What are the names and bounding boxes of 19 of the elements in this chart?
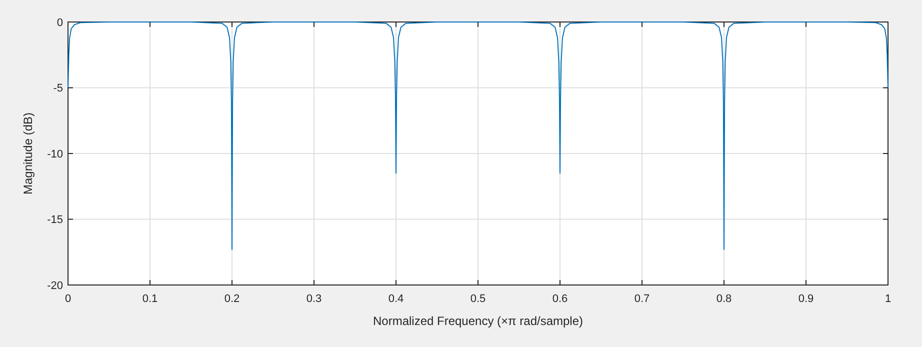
x-axis-title: Normalized Frequency (×π rad/sample) bbox=[372, 314, 584, 328]
x-tick-label: 0.6 bbox=[552, 293, 568, 305]
y-tick-label: -20 bbox=[47, 280, 63, 292]
x-tick-label: 0.4 bbox=[388, 293, 404, 305]
x-tick-label: 1 bbox=[884, 293, 892, 305]
x-tick-label: 0.2 bbox=[224, 293, 240, 305]
y-tick-label: -15 bbox=[47, 214, 63, 226]
x-tick-label: 0 bbox=[64, 293, 72, 305]
x-tick-label: 0.5 bbox=[470, 293, 486, 305]
x-tick-label: 0.9 bbox=[798, 293, 814, 305]
y-tick-label: -10 bbox=[47, 148, 63, 160]
y-axis-title: Magnitude (dB) bbox=[21, 112, 35, 195]
x-tick-label: 0.3 bbox=[306, 293, 322, 305]
y-tick-label: 0 bbox=[56, 16, 63, 29]
x-tick-label: 0.1 bbox=[142, 293, 158, 305]
x-tick-label: 0.8 bbox=[716, 293, 732, 305]
line-series bbox=[68, 22, 888, 250]
x-tick-label: 0.7 bbox=[634, 293, 650, 305]
y-tick-label: -5 bbox=[53, 82, 63, 95]
